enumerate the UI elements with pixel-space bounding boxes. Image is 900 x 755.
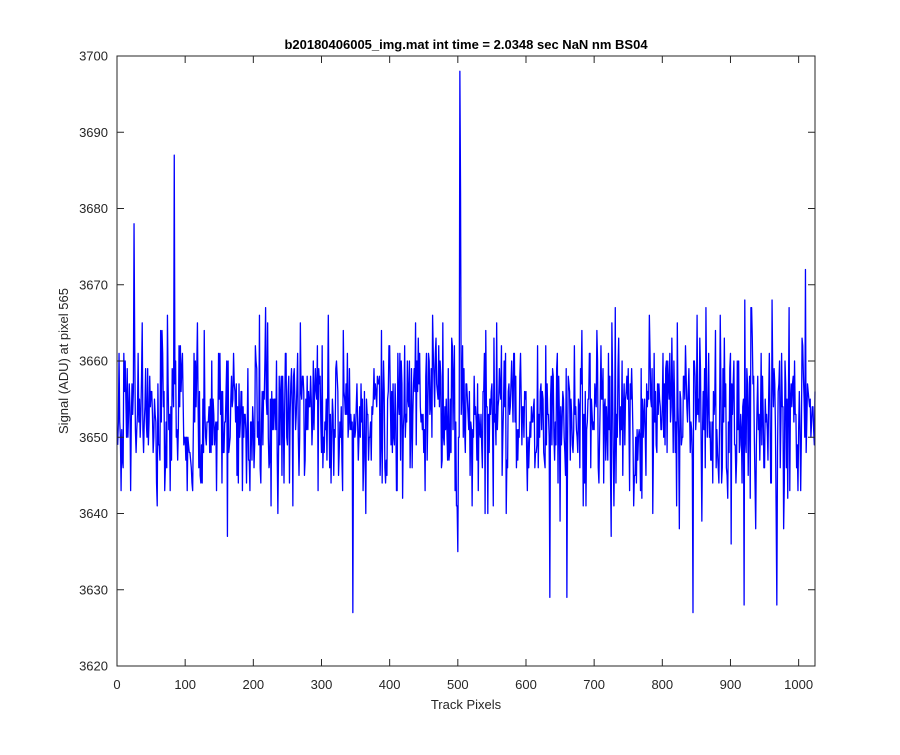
y-tick-label: 3650 (79, 430, 108, 445)
x-tick-label: 800 (651, 677, 673, 692)
plot-area (117, 56, 815, 666)
x-tick-label: 100 (174, 677, 196, 692)
x-ticks: 0 100 200 300 400 500 600 700 800 900 1000 (113, 56, 813, 692)
x-tick-label: 900 (720, 677, 742, 692)
y-tick-label: 3700 (79, 49, 108, 64)
x-tick-label: 500 (447, 677, 469, 692)
x-tick-label: 200 (242, 677, 264, 692)
x-tick-label: 400 (379, 677, 401, 692)
x-tick-label: 300 (311, 677, 333, 692)
x-tick-label: 1000 (784, 677, 813, 692)
y-tick-label: 3690 (79, 125, 108, 140)
x-tick-label: 600 (515, 677, 537, 692)
chart-title: b20180406005_img.mat int time = 2.0348 s… (284, 37, 648, 52)
y-tick-label: 3660 (79, 354, 108, 369)
series-layer (117, 70, 816, 614)
y-tick-label: 3620 (79, 659, 108, 674)
x-tick-label: 0 (113, 677, 120, 692)
x-axis-label: Track Pixels (431, 697, 502, 712)
y-tick-label: 3670 (79, 277, 108, 292)
y-tick-label: 3640 (79, 506, 108, 521)
y-ticks: 3620 3630 3640 3650 3660 3670 3680 3690 3700 (79, 49, 815, 674)
y-axis-label: Signal (ADU) at pixel 565 (56, 288, 71, 434)
y-tick-label: 3680 (79, 201, 108, 216)
signal-series-line (117, 70, 816, 614)
x-tick-label: 700 (583, 677, 605, 692)
y-tick-label: 3630 (79, 582, 108, 597)
